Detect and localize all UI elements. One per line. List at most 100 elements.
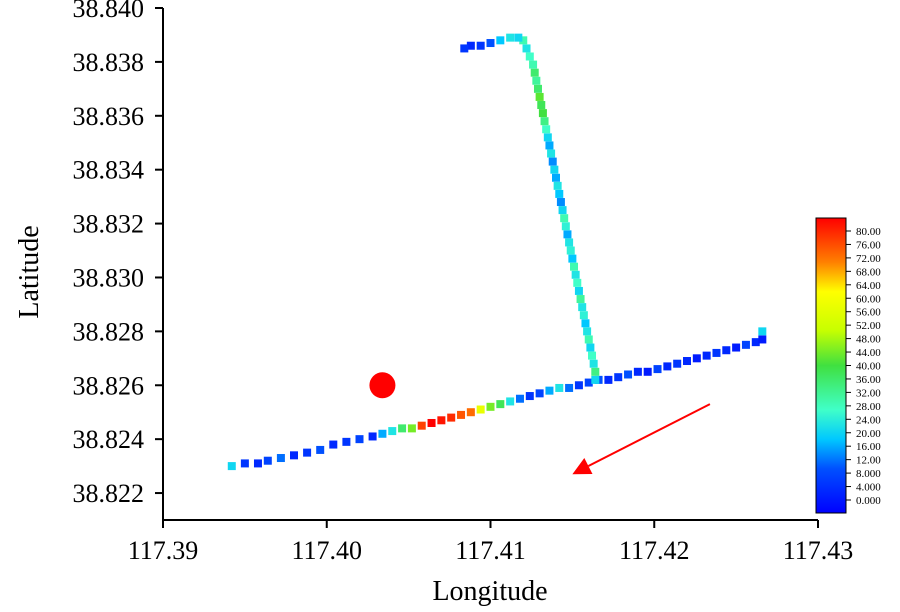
data-point: [553, 181, 562, 190]
colorbar-label: 44.00: [856, 347, 881, 359]
direction-arrow-head: [572, 458, 593, 475]
x-tick-label: 117.42: [619, 536, 690, 565]
data-point: [563, 230, 572, 239]
data-point: [722, 346, 731, 355]
data-point: [663, 362, 672, 371]
data-point: [466, 408, 475, 417]
x-tick-label: 117.39: [128, 536, 199, 565]
data-point: [543, 133, 552, 142]
data-point: [758, 327, 767, 336]
data-point: [574, 381, 583, 390]
data-point: [519, 36, 528, 45]
data-point: [550, 165, 559, 174]
data-point: [692, 354, 701, 363]
colorbar-label: 52.00: [856, 320, 881, 332]
y-axis-title: Latitude: [14, 225, 45, 318]
data-point: [506, 33, 515, 42]
colorbar-label: 36.00: [856, 374, 881, 386]
data-point: [566, 246, 575, 255]
data-point: [437, 416, 446, 425]
data-point: [263, 456, 272, 465]
data-point: [486, 402, 495, 411]
colorbar-label: 60.00: [856, 293, 881, 305]
colorbar-label: 32.00: [856, 387, 881, 399]
data-point: [576, 295, 585, 304]
data-point: [290, 451, 298, 460]
data-point: [530, 68, 539, 77]
colorbar-label: 4.000: [856, 482, 881, 494]
colorbar-label: 56.00: [856, 307, 881, 319]
annotations: [369, 372, 711, 475]
data-point: [407, 424, 416, 433]
data-point: [758, 335, 767, 344]
data-point: [427, 418, 436, 427]
data-point: [542, 125, 551, 134]
data-point: [460, 44, 469, 53]
data-point: [560, 214, 569, 223]
data-point: [547, 149, 556, 158]
data-point: [751, 338, 760, 347]
x-ticks: 117.39 117.40 117.41 117.42 117.43: [128, 520, 853, 565]
y-tick-label: 38.840: [73, 0, 145, 23]
y-tick-label: 38.838: [73, 48, 145, 77]
data-point: [643, 367, 652, 376]
data-point: [378, 429, 387, 438]
y-tick-label: 38.836: [73, 102, 145, 131]
data-point: [476, 405, 485, 414]
data-point: [476, 41, 485, 50]
data-point: [584, 378, 593, 387]
colorbar-gradient: [815, 217, 847, 514]
y-tick-label: 38.822: [73, 479, 145, 508]
colorbar-label: 80.00: [856, 226, 881, 238]
data-point: [604, 375, 613, 384]
axes: [162, 8, 818, 521]
data-point: [624, 370, 633, 379]
data-points: [227, 33, 767, 471]
data-point: [702, 351, 711, 360]
data-point: [583, 327, 592, 336]
data-point: [570, 262, 579, 271]
colorbar-label: 16.00: [856, 441, 881, 453]
data-point: [515, 394, 524, 403]
data-point: [496, 400, 505, 409]
data-point: [355, 435, 364, 444]
x-axis-title: Longitude: [432, 576, 547, 607]
data-point: [240, 459, 249, 468]
data-point: [581, 319, 590, 328]
colorbar-label: 24.00: [856, 414, 881, 426]
data-point: [329, 440, 338, 449]
data-point: [584, 335, 593, 344]
data-point: [589, 359, 598, 368]
colorbar-label: 0.000: [856, 495, 881, 507]
data-point: [591, 375, 600, 384]
colorbar-label: 12.00: [856, 455, 881, 467]
data-point: [368, 432, 377, 441]
colorbar-label: 20.00: [856, 428, 881, 440]
y-tick-label: 38.834: [73, 156, 145, 185]
data-point: [398, 424, 407, 433]
data-point: [548, 157, 557, 166]
colorbar-label: 28.00: [856, 401, 881, 413]
y-ticks: 38.822 38.824 38.826 38.828 38.830 38.832 38.8…: [73, 0, 163, 508]
data-point: [537, 101, 546, 110]
colorbar-label: 48.00: [856, 334, 881, 346]
data-point: [588, 351, 597, 360]
data-point: [591, 367, 600, 376]
data-point: [522, 44, 531, 53]
x-tick-label: 117.41: [455, 536, 526, 565]
data-point: [388, 427, 397, 436]
data-point: [545, 386, 554, 395]
data-point: [486, 39, 495, 48]
data-point: [574, 286, 583, 295]
data-point: [556, 198, 565, 207]
colorbar-label: 68.00: [856, 266, 881, 278]
data-point: [253, 459, 262, 468]
data-point: [496, 36, 505, 45]
data-point: [614, 373, 623, 382]
data-point: [529, 60, 538, 69]
data-point: [227, 462, 236, 471]
data-point: [303, 448, 312, 457]
data-point: [545, 141, 554, 150]
data-point: [558, 206, 567, 215]
